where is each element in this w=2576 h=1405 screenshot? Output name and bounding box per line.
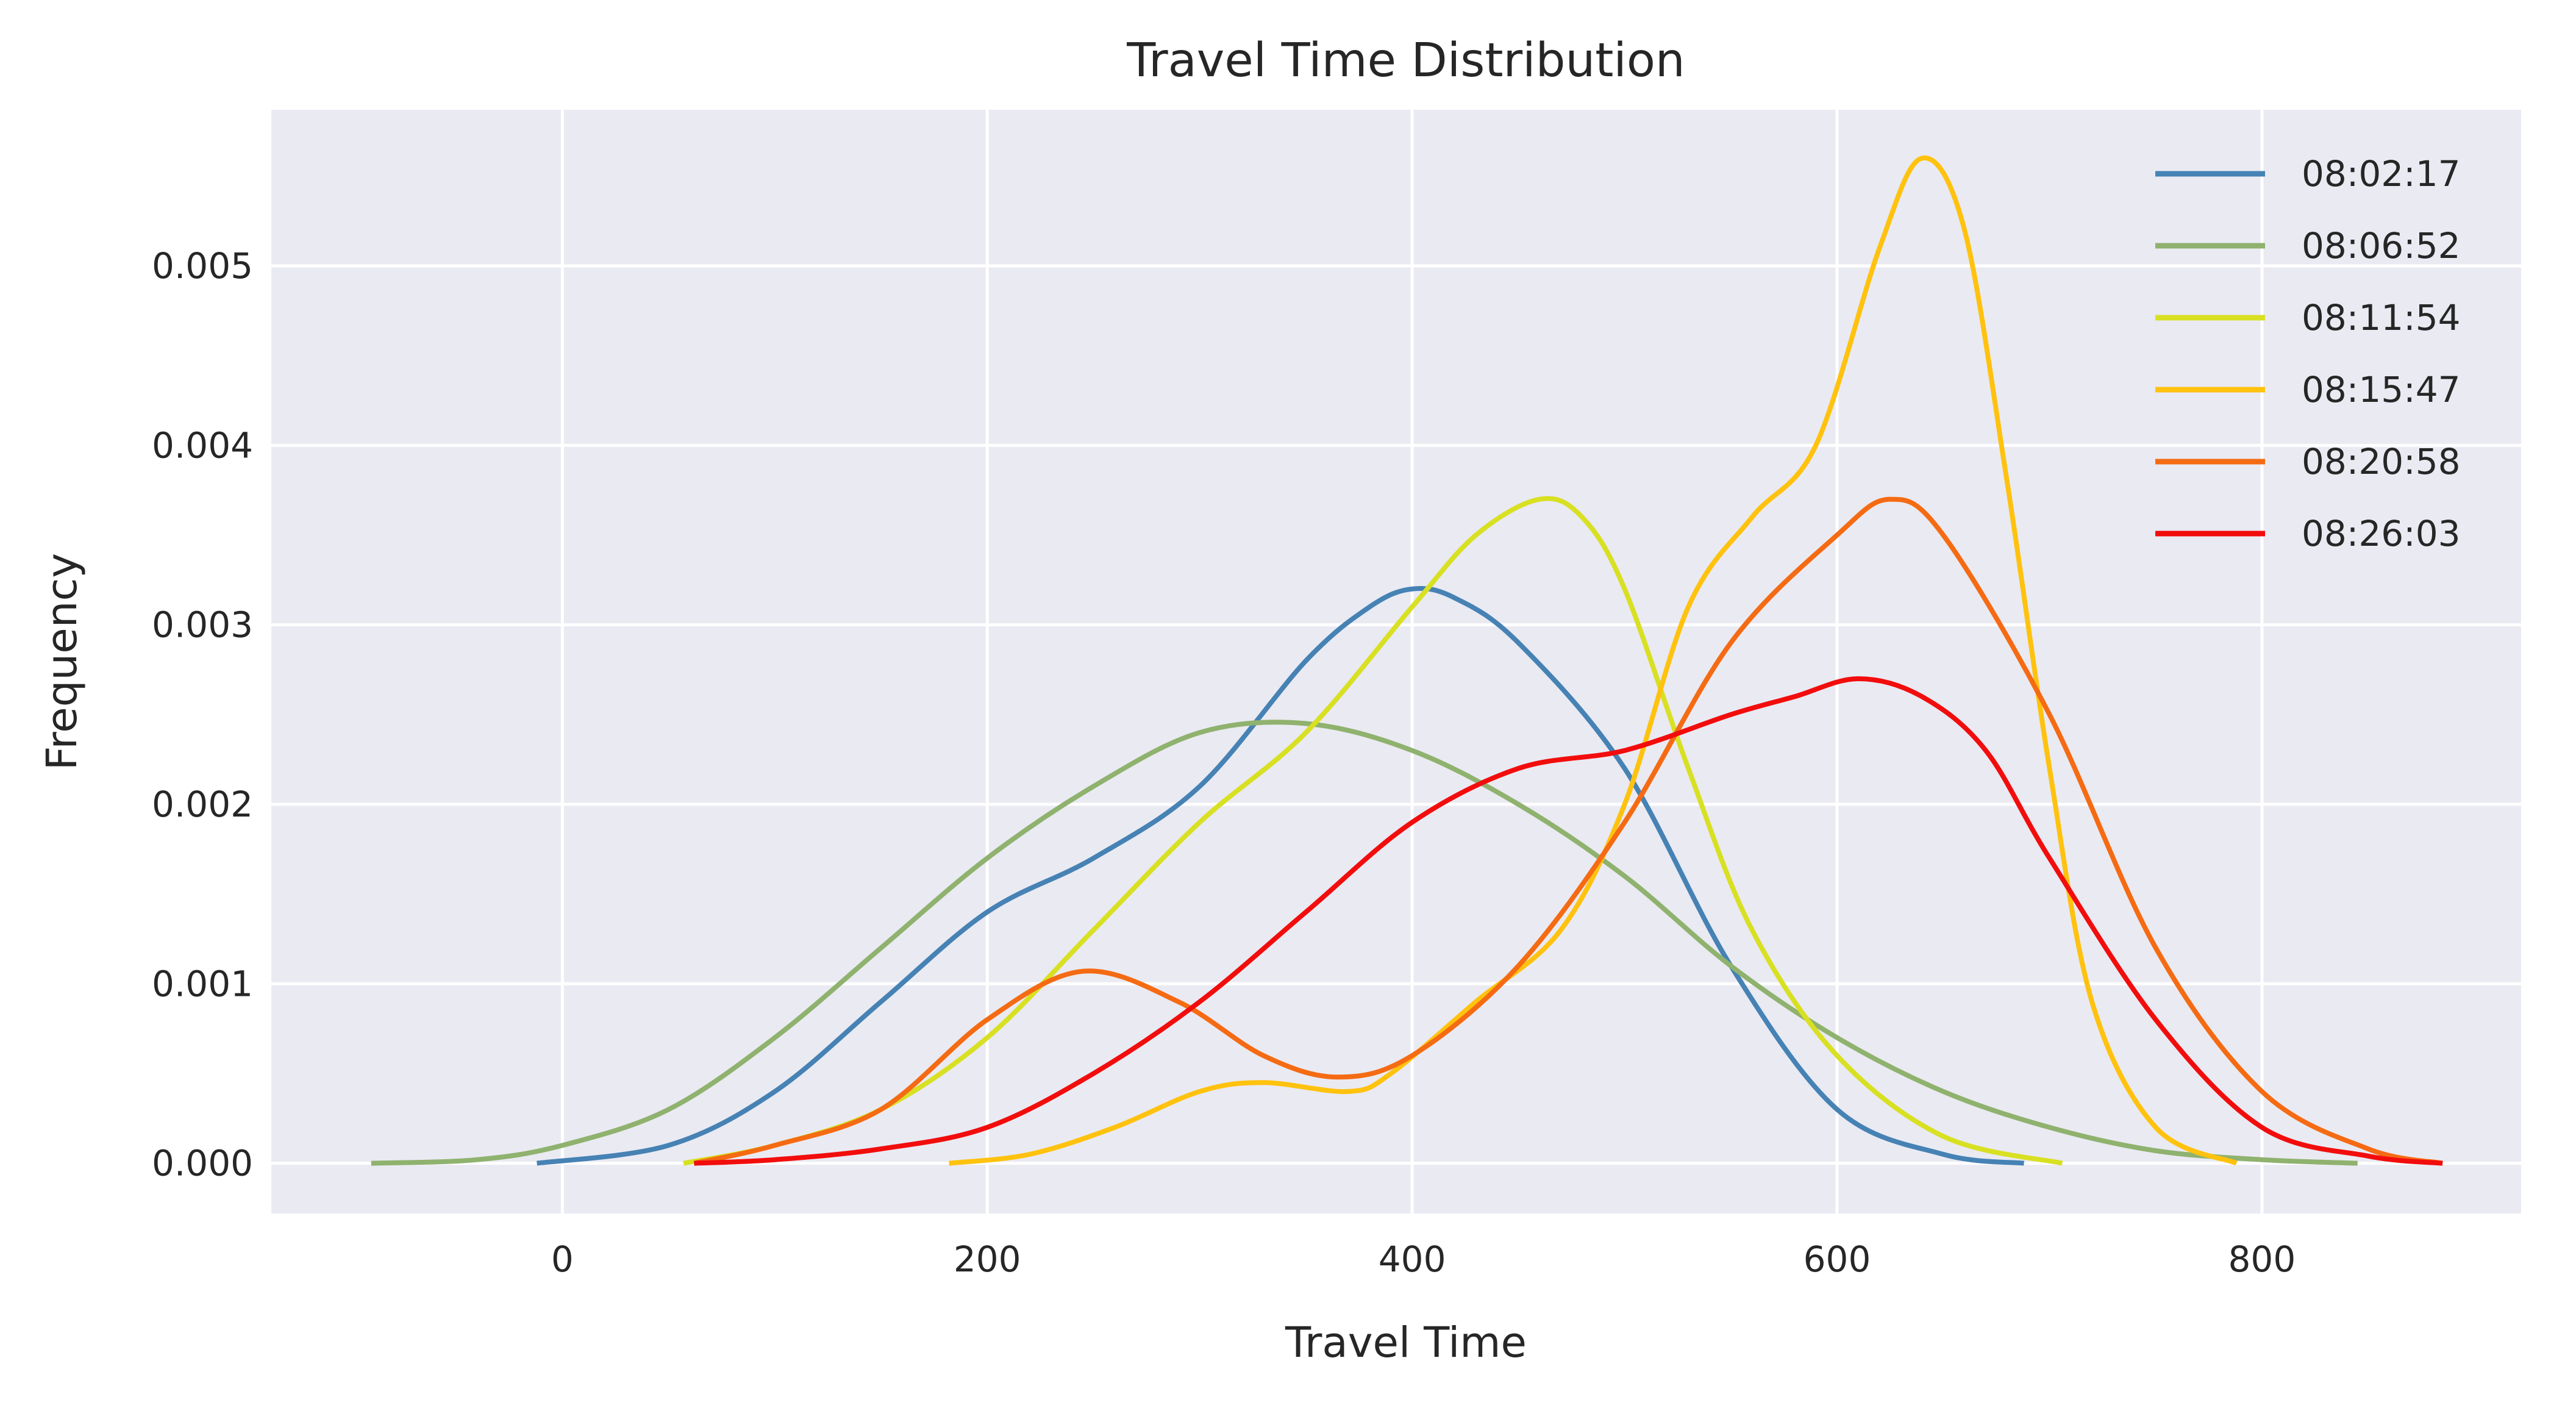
x-tick-label: 200 (954, 1239, 1021, 1280)
legend-label: 08:15:47 (2302, 369, 2461, 410)
x-tick-label: 800 (2228, 1239, 2296, 1280)
series-line-08-20-58 (693, 496, 2443, 1166)
series-line-08-06-52 (371, 720, 2358, 1166)
chart-title: Travel Time Distribution (1126, 34, 1685, 88)
legend: 08:02:17 08:06:52 08:11:54 08:15:47 08:20:58… (2155, 153, 2461, 554)
tick-labels: 0 200 400 600 800 0.000 0.001 0.002 0.003 0.004 0.… (152, 245, 2296, 1280)
series-line-08-15-47 (949, 156, 2238, 1166)
plot-area (271, 110, 2521, 1214)
y-tick-label: 0.003 (152, 604, 253, 646)
series-line-08-26-03 (694, 676, 2443, 1166)
y-tick-label: 0.005 (152, 245, 253, 287)
y-tick-label: 0.000 (152, 1143, 253, 1184)
series-line-08-11-54 (683, 496, 2063, 1166)
y-tick-label: 0.002 (152, 784, 253, 825)
x-tick-label: 400 (1379, 1239, 1446, 1280)
y-tick-label: 0.004 (152, 424, 253, 466)
y-axis-label: Frequency (38, 553, 87, 770)
x-tick-label: 0 (551, 1239, 574, 1280)
legend-label: 08:26:03 (2302, 513, 2461, 554)
legend-label: 08:06:52 (2302, 225, 2461, 266)
y-tick-label: 0.001 (152, 963, 253, 1004)
x-tick-label: 600 (1804, 1239, 1871, 1280)
legend-label: 08:20:58 (2302, 441, 2461, 482)
x-axis-label: Travel Time (1285, 1318, 1527, 1367)
grid (271, 110, 2521, 1214)
legend-label: 08:11:54 (2302, 297, 2461, 338)
legend-label: 08:02:17 (2302, 153, 2461, 195)
series-layer (371, 156, 2443, 1166)
series-line-08-02-17 (537, 585, 2025, 1166)
